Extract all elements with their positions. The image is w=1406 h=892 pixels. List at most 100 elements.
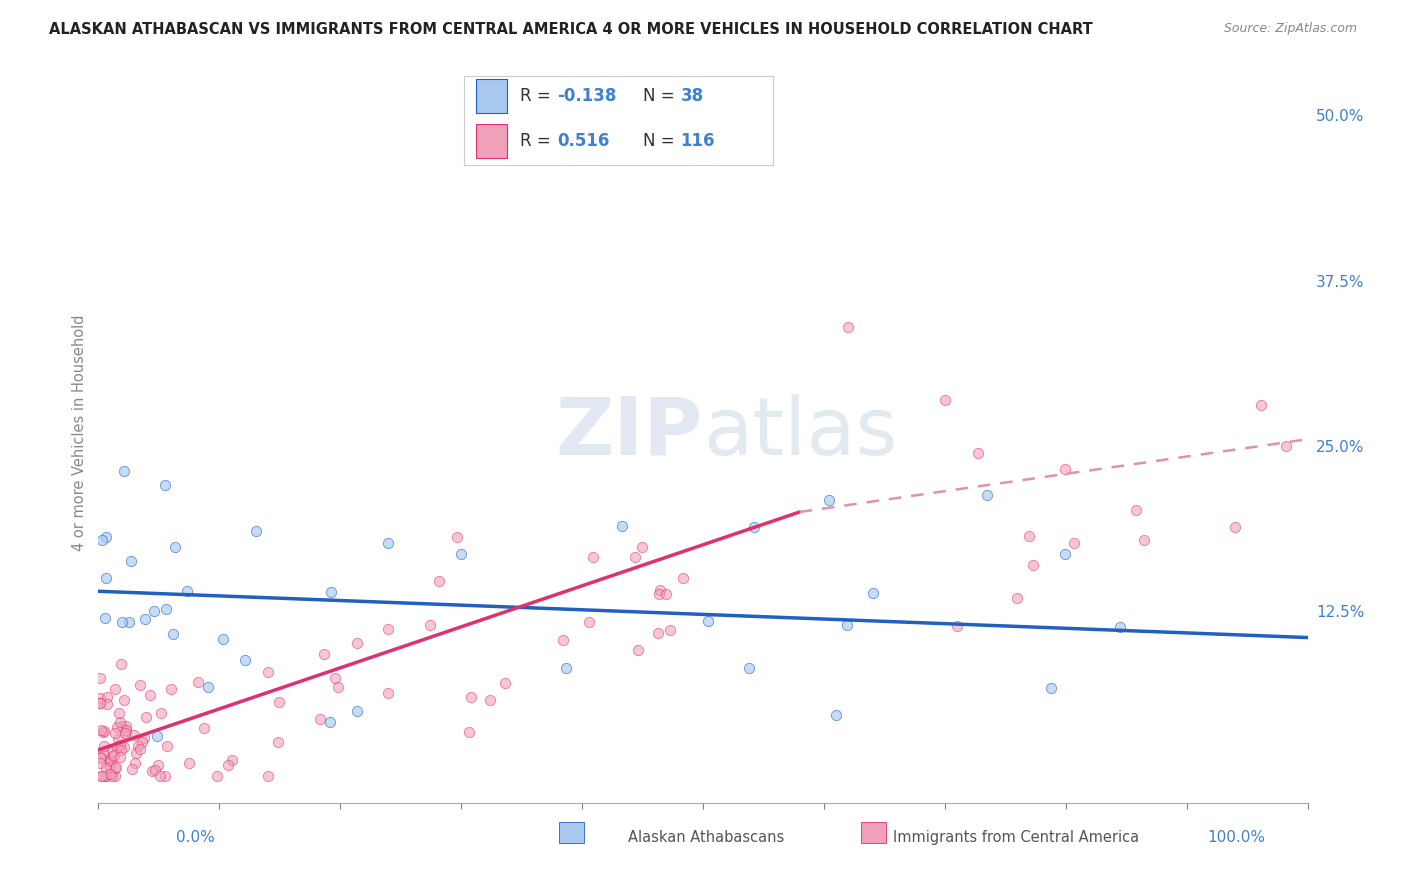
Point <box>377 685 399 699</box>
Point <box>738 661 761 675</box>
Text: atlas: atlas <box>703 393 897 472</box>
Point <box>1223 520 1246 534</box>
Point <box>1063 536 1085 550</box>
Point <box>141 764 163 779</box>
Point <box>103 748 125 763</box>
Bar <box>477 124 508 158</box>
Point <box>1018 529 1040 543</box>
Point <box>89 756 111 771</box>
Point <box>108 714 131 729</box>
Point <box>112 740 135 755</box>
Text: N =: N = <box>644 132 681 150</box>
Point <box>1054 462 1077 476</box>
Text: Alaskan Athabascans: Alaskan Athabascans <box>628 830 785 845</box>
Point <box>672 571 695 585</box>
Point <box>377 536 399 550</box>
Point <box>134 731 156 746</box>
Point <box>817 493 839 508</box>
Point <box>460 690 482 704</box>
Point <box>98 767 121 781</box>
Point <box>257 769 280 783</box>
Text: ALASKAN ATHABASCAN VS IMMIGRANTS FROM CENTRAL AMERICA 4 OR MORE VEHICLES IN HOUS: ALASKAN ATHABASCAN VS IMMIGRANTS FROM CE… <box>49 22 1092 37</box>
Point <box>93 724 115 739</box>
Point <box>554 661 576 675</box>
Point <box>752 135 775 149</box>
Point <box>110 750 132 764</box>
Point <box>105 740 128 755</box>
Point <box>124 756 146 771</box>
Point <box>934 392 956 407</box>
Point <box>91 746 114 760</box>
Point <box>187 675 209 690</box>
Point <box>655 587 678 601</box>
Point <box>155 478 177 492</box>
Point <box>1250 398 1272 412</box>
Point <box>419 618 441 632</box>
Point <box>457 724 479 739</box>
Text: 0.516: 0.516 <box>557 132 609 150</box>
Point <box>862 586 884 600</box>
Point <box>91 533 114 547</box>
Point <box>267 695 290 709</box>
Point <box>697 615 720 629</box>
Point <box>91 769 114 783</box>
Point <box>104 769 127 783</box>
Point <box>377 622 399 636</box>
Point <box>89 671 111 685</box>
Point <box>94 530 117 544</box>
Point <box>659 623 682 637</box>
Point <box>100 745 122 759</box>
Point <box>233 653 256 667</box>
Point <box>267 735 290 749</box>
Text: N =: N = <box>644 87 681 105</box>
Point <box>125 746 148 760</box>
Point <box>110 743 132 757</box>
Point <box>155 602 177 616</box>
Point <box>612 518 634 533</box>
Point <box>193 721 215 735</box>
Point <box>96 761 118 775</box>
Point <box>115 723 138 737</box>
Point <box>122 728 145 742</box>
Point <box>100 755 122 769</box>
Point <box>139 688 162 702</box>
Point <box>582 549 605 564</box>
Point <box>129 678 152 692</box>
Point <box>93 739 115 753</box>
Point <box>134 612 156 626</box>
Text: R =: R = <box>520 87 555 105</box>
Point <box>143 763 166 777</box>
Text: -0.138: -0.138 <box>557 87 616 105</box>
Point <box>160 681 183 696</box>
Point <box>946 618 969 632</box>
Point <box>478 693 501 707</box>
Point <box>89 696 111 710</box>
Point <box>98 760 121 774</box>
Point <box>112 465 135 479</box>
Point <box>107 732 129 747</box>
Point <box>631 540 654 554</box>
Point <box>647 625 669 640</box>
Point <box>90 769 112 783</box>
Point <box>162 627 184 641</box>
Point <box>149 769 172 783</box>
Point <box>91 725 114 739</box>
Y-axis label: 4 or more Vehicles in Household: 4 or more Vehicles in Household <box>72 314 87 551</box>
Point <box>96 698 118 712</box>
Text: Immigrants from Central America: Immigrants from Central America <box>893 830 1139 845</box>
Point <box>217 757 239 772</box>
Point <box>114 726 136 740</box>
Text: 100.0%: 100.0% <box>1208 830 1265 845</box>
Point <box>89 696 111 710</box>
Point <box>648 583 671 598</box>
Point <box>165 540 187 554</box>
Point <box>221 753 243 767</box>
Point <box>155 769 177 783</box>
Point <box>211 632 233 646</box>
Point <box>1039 681 1062 695</box>
Point <box>98 759 121 773</box>
Text: ZIP: ZIP <box>555 393 703 472</box>
Point <box>1054 547 1077 561</box>
Point <box>143 604 166 618</box>
Point <box>89 751 111 765</box>
